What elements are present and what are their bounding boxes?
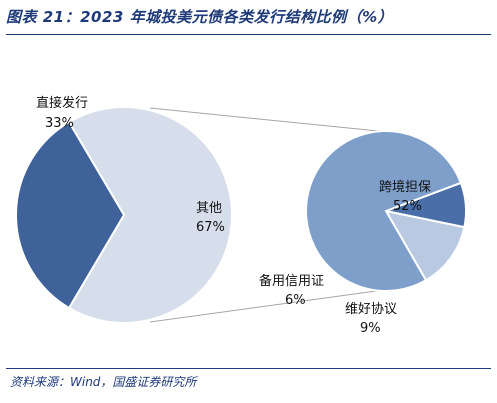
slice-direct-issue bbox=[14, 120, 126, 310]
connector-line-top bbox=[149, 107, 379, 132]
label-keepwell-name: 维好协议 bbox=[345, 302, 397, 317]
label-standby-lc-value: 6% bbox=[285, 293, 306, 308]
slice-keepwell bbox=[384, 209, 466, 282]
main-pie bbox=[14, 106, 233, 324]
label-cross-border-guarantee-value: 52% bbox=[393, 199, 422, 214]
connector-line-bottom bbox=[149, 290, 377, 323]
chart-title: 图表 21：2023 年城投美元债各类发行结构比例（%） bbox=[6, 8, 394, 26]
title-divider bbox=[6, 34, 491, 35]
slice-cross-border-guarantee bbox=[305, 130, 463, 292]
label-direct-issue-name: 直接发行 bbox=[36, 95, 88, 111]
label-other-value: 67% bbox=[196, 220, 225, 235]
source-note: 资料来源：Wind，国盛证券研究所 bbox=[10, 375, 197, 389]
label-standby-lc-name: 备用信用证 bbox=[259, 273, 324, 289]
label-keepwell-value: 9% bbox=[360, 321, 381, 336]
breakdown-pie bbox=[305, 130, 467, 292]
label-other-name: 其他 bbox=[196, 201, 222, 216]
source-divider bbox=[6, 368, 491, 369]
label-cross-border-guarantee-name: 跨境担保 bbox=[379, 180, 431, 195]
label-direct-issue-value: 33% bbox=[45, 116, 74, 131]
slice-other bbox=[67, 106, 233, 324]
